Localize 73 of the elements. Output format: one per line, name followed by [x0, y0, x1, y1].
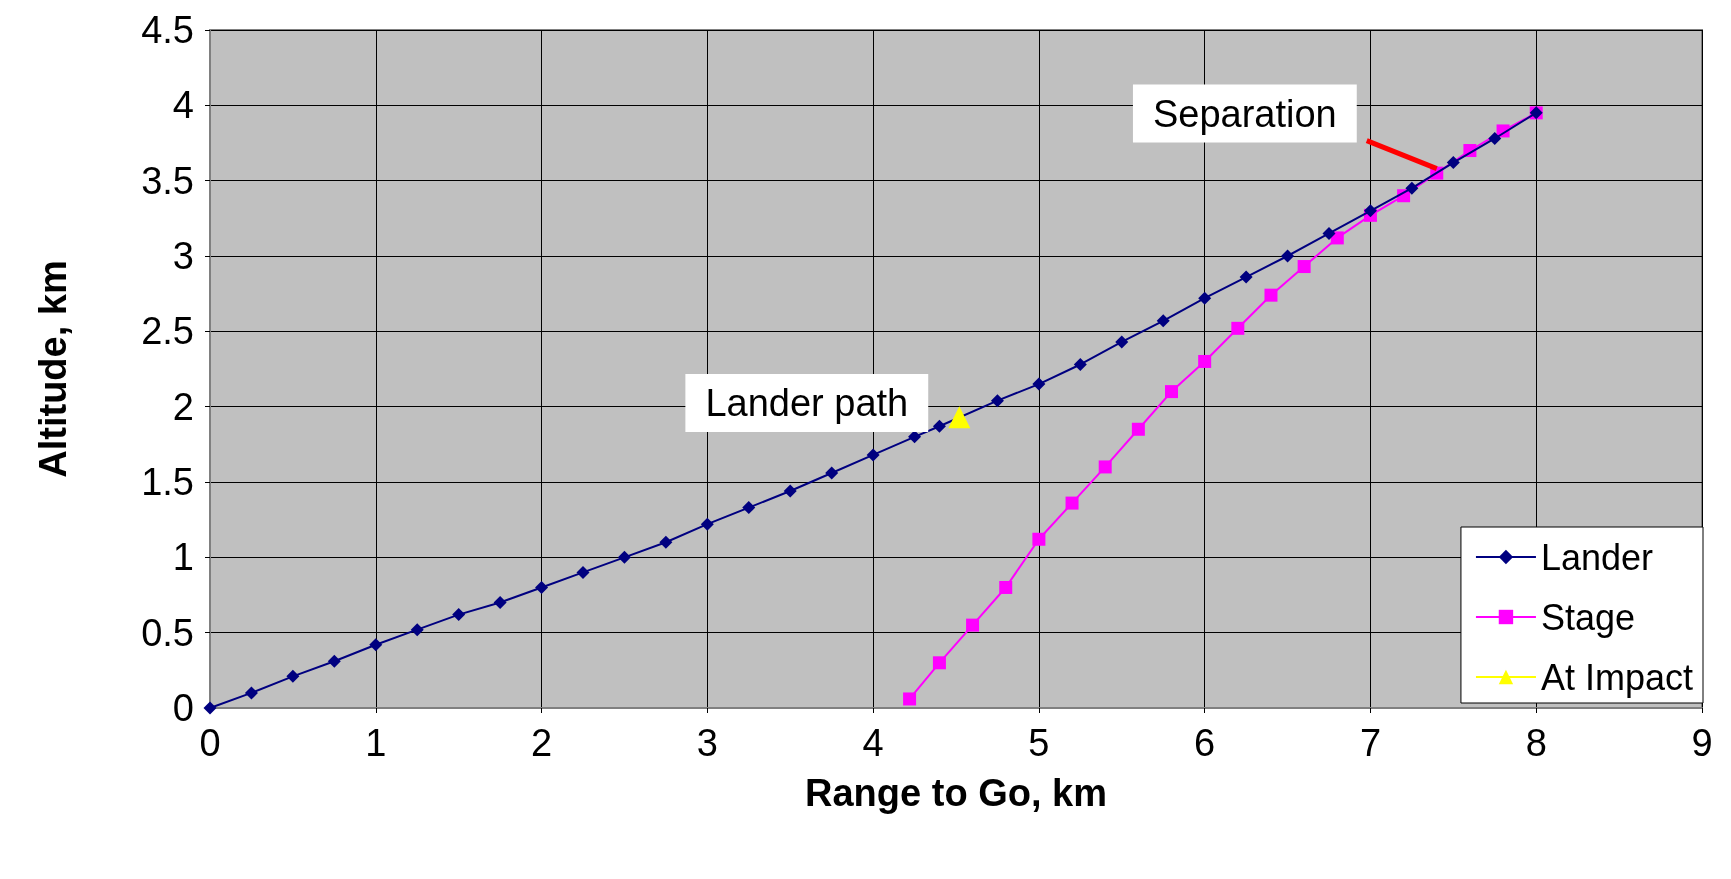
x-tick-label: 2: [530, 722, 553, 764]
point: [203, 701, 217, 715]
point: [1032, 532, 1046, 546]
point: [369, 638, 383, 652]
point: [903, 692, 917, 706]
point: [1363, 204, 1377, 218]
point: [659, 535, 673, 549]
point: [990, 394, 1004, 408]
x-tick-label: 1: [365, 722, 387, 764]
point: [1098, 460, 1112, 474]
point: [244, 686, 258, 700]
point: [1281, 249, 1295, 263]
y-tick-label: 0: [172, 687, 194, 729]
y-tick-label: 2: [172, 385, 194, 428]
point: [1165, 385, 1179, 399]
y-tick-label: 4: [172, 84, 194, 127]
x-tick-label: 9: [1691, 722, 1713, 764]
point: [932, 419, 946, 433]
point: [410, 623, 424, 637]
x-axis-title: Range to Go, km: [805, 772, 1107, 814]
point: [1446, 156, 1460, 170]
y-tick-label: 3.5: [141, 159, 194, 202]
y-tick-label: 0.5: [141, 611, 194, 654]
point: [783, 484, 797, 498]
y-axis-title: Altitude, km: [32, 260, 74, 478]
x-tick-label: 5: [1028, 722, 1050, 764]
point: [1065, 496, 1079, 510]
x-tick-label: 0: [199, 722, 221, 764]
point: [1231, 321, 1245, 335]
point: [576, 565, 590, 579]
y-tick-label: 1: [172, 536, 194, 579]
legend-label: At Impact: [1540, 656, 1694, 698]
legend-label: Stage: [1540, 596, 1636, 638]
point: [1239, 270, 1253, 284]
point: [1032, 377, 1046, 391]
x-tick-label: 7: [1359, 722, 1382, 764]
legend-label: Lander: [1540, 536, 1654, 578]
y-tick-label: 1.5: [141, 461, 194, 503]
point: [286, 669, 300, 683]
point: [700, 517, 714, 531]
point: [493, 596, 507, 610]
x-tick-label: 4: [862, 722, 884, 764]
x-tick-label: 3: [696, 722, 718, 764]
point: [1198, 354, 1212, 368]
point: [948, 406, 971, 429]
point: [966, 618, 980, 632]
x-tick-label: 6: [1194, 722, 1216, 764]
point: [825, 466, 839, 480]
point: [999, 580, 1013, 594]
point: [1322, 226, 1336, 240]
point: [1073, 357, 1087, 371]
point: [1198, 291, 1212, 305]
point: [908, 430, 922, 444]
point: [1264, 288, 1278, 302]
x-tick-label: 8: [1525, 722, 1547, 764]
point: [932, 656, 946, 670]
point: [535, 580, 549, 594]
y-tick-label: 3: [172, 235, 194, 277]
point: [1115, 335, 1129, 349]
point: [1297, 260, 1311, 274]
annotation: Lander path: [705, 381, 909, 424]
point: [327, 654, 341, 668]
point: [617, 550, 631, 564]
y-tick-label: 4.5: [141, 9, 194, 51]
point: [742, 501, 756, 515]
point: [1131, 422, 1145, 436]
annotation: Separation: [1152, 92, 1337, 135]
point: [866, 448, 880, 462]
point: [1488, 131, 1502, 145]
point: [1156, 314, 1170, 328]
point: [1405, 181, 1419, 195]
y-tick-label: 2.5: [141, 310, 194, 353]
point: [452, 608, 466, 622]
